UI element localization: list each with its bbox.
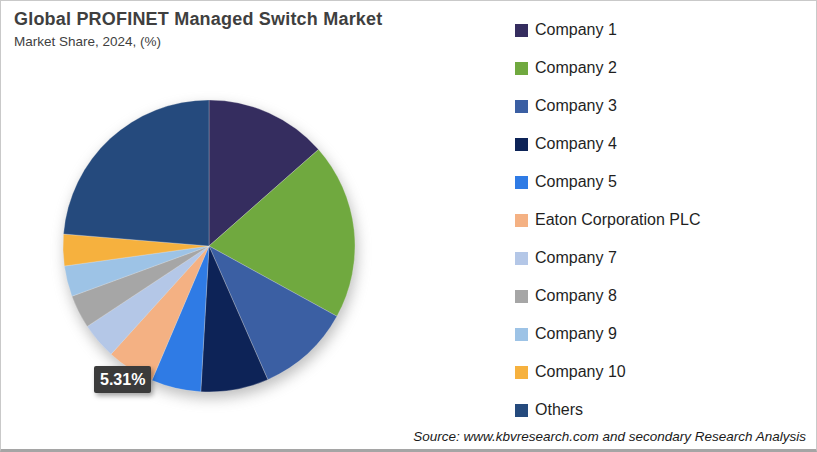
legend-label: Company 8: [535, 287, 617, 305]
legend-item-company-7: Company 7: [515, 239, 805, 277]
chart-title: Global PROFINET Managed Switch Market: [14, 9, 382, 30]
chart-legend: Company 1 Company 2 Company 3 Company 4 Comp…: [515, 11, 805, 429]
legend-swatch-icon: [515, 252, 528, 265]
legend-swatch-icon: [515, 404, 528, 417]
legend-label: Company 3: [535, 97, 617, 115]
legend-label: Company 5: [535, 173, 617, 191]
legend-label: Company 4: [535, 135, 617, 153]
legend-label: Company 7: [535, 249, 617, 267]
legend-item-company-9: Company 9: [515, 315, 805, 353]
pie-slice-company-7: [87, 246, 209, 354]
pie-slice-company-1: [209, 100, 319, 246]
legend-swatch-icon: [515, 24, 528, 37]
chart-frame: Global PROFINET Managed Switch Market Ma…: [0, 0, 817, 452]
chart-header: Global PROFINET Managed Switch Market Ma…: [14, 9, 382, 49]
legend-label: Company 1: [535, 21, 617, 39]
legend-swatch-icon: [515, 290, 528, 303]
legend-swatch-icon: [515, 214, 528, 227]
legend-item-eaton-corporation-plc: Eaton Corporation PLC: [515, 201, 805, 239]
legend-item-company-5: Company 5: [515, 163, 805, 201]
legend-swatch-icon: [515, 176, 528, 189]
data-label-eaton-share: 5.31%: [94, 366, 151, 393]
legend-item-company-10: Company 10: [515, 353, 805, 391]
pie-slice-company-2: [209, 149, 355, 316]
chart-subtitle: Market Share, 2024, (%): [14, 34, 382, 49]
pie-slice-company-10: [63, 234, 209, 266]
legend-label: Eaton Corporation PLC: [535, 211, 700, 229]
legend-item-company-4: Company 4: [515, 125, 805, 163]
legend-item-company-8: Company 8: [515, 277, 805, 315]
source-note: Source: www.kbvresearch.com and secondar…: [413, 429, 806, 444]
legend-label: Company 10: [535, 363, 626, 381]
pie-slice-eaton-corporation-plc: [111, 246, 209, 380]
legend-swatch-icon: [515, 328, 528, 341]
legend-swatch-icon: [515, 366, 528, 379]
legend-item-others: Others: [515, 391, 805, 429]
pie-slice-company-8: [72, 246, 209, 326]
legend-label: Company 2: [535, 59, 617, 77]
legend-swatch-icon: [515, 100, 528, 113]
legend-label: Others: [535, 401, 583, 419]
pie-slice-company-9: [64, 246, 209, 296]
legend-swatch-icon: [515, 62, 528, 75]
legend-item-company-1: Company 1: [515, 11, 805, 49]
pie-slice-others: [63, 100, 209, 246]
legend-label: Company 9: [535, 325, 617, 343]
legend-item-company-3: Company 3: [515, 87, 805, 125]
legend-swatch-icon: [515, 138, 528, 151]
legend-item-company-2: Company 2: [515, 49, 805, 87]
pie-slice-company-4: [201, 246, 268, 392]
pie-slice-company-3: [209, 246, 337, 380]
pie-slice-company-5: [152, 246, 209, 392]
